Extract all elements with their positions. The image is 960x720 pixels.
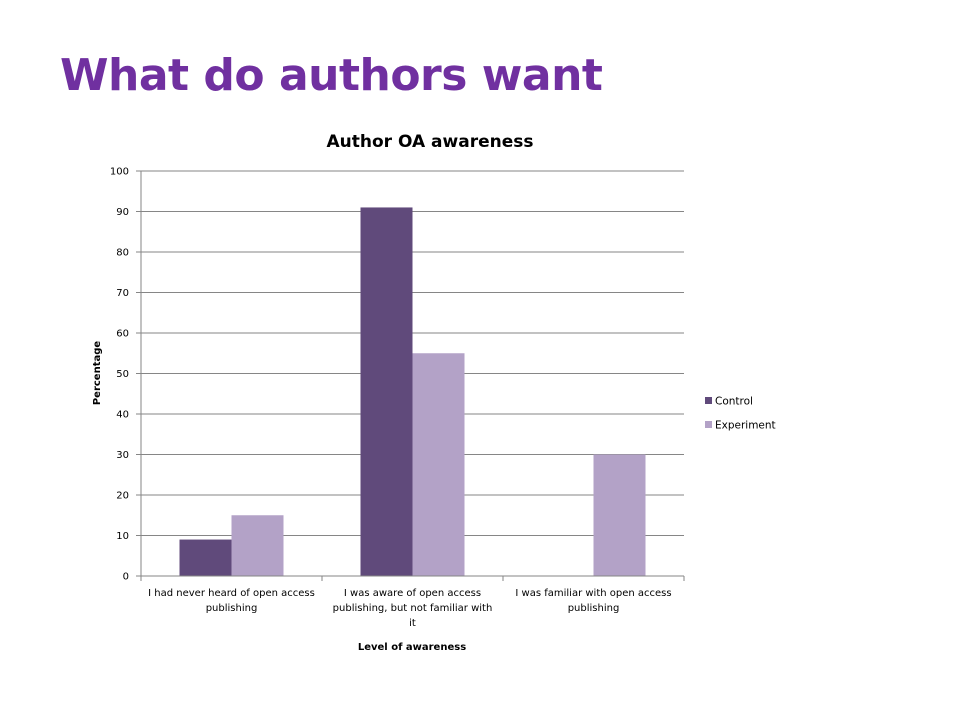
category-label: I had never heard of open access publishi… <box>148 588 315 614</box>
x-axis-title: Level of awareness <box>358 642 466 653</box>
y-tick-label: 40 <box>116 410 129 421</box>
y-tick-label: 100 <box>110 167 129 178</box>
bar-control-2 <box>360 207 413 576</box>
y-tick-labels: 0 10 20 30 40 50 60 70 80 90 100 <box>110 167 129 583</box>
axes <box>140 171 685 581</box>
legend: Control Experiment <box>705 396 776 432</box>
category-label: I was aware of open access publishing, bu… <box>333 588 493 629</box>
y-axis-title: Percentage <box>92 341 103 406</box>
y-tick-label: 20 <box>116 491 129 502</box>
category-labels: I had never heard of open access publishi… <box>148 588 671 629</box>
bar-experiment-1 <box>231 515 284 576</box>
bars <box>179 207 646 576</box>
category-label-line: publishing <box>568 603 620 614</box>
category-label-line: I was familiar with open access <box>515 588 671 599</box>
y-tick-label: 60 <box>116 329 129 340</box>
bar-experiment-3 <box>593 454 646 576</box>
y-tick-label: 30 <box>116 450 129 461</box>
category-label-line: I was aware of open access <box>344 588 481 599</box>
category-label-line: publishing <box>206 603 258 614</box>
y-tick-label: 50 <box>116 369 129 380</box>
legend-label-experiment: Experiment <box>715 420 776 432</box>
legend-swatch-control <box>705 397 712 404</box>
slide-title: What do authors want <box>60 50 603 101</box>
bar-experiment-2 <box>412 353 465 576</box>
chart-title: Author OA awareness <box>327 132 534 152</box>
y-tick-label: 10 <box>116 531 129 542</box>
bar-control-1 <box>179 539 232 576</box>
y-tick-label: 80 <box>116 248 129 259</box>
y-tick-label: 90 <box>116 207 129 218</box>
legend-label-control: Control <box>715 396 753 408</box>
y-tick-label: 0 <box>123 572 129 583</box>
y-tick-label: 70 <box>116 288 129 299</box>
category-label: I was familiar with open access publishin… <box>515 588 671 614</box>
category-label-line: publishing, but not familiar with <box>333 603 493 614</box>
legend-swatch-experiment <box>705 421 712 428</box>
category-label-line: it <box>409 618 416 629</box>
category-label-line: I had never heard of open access <box>148 588 315 599</box>
